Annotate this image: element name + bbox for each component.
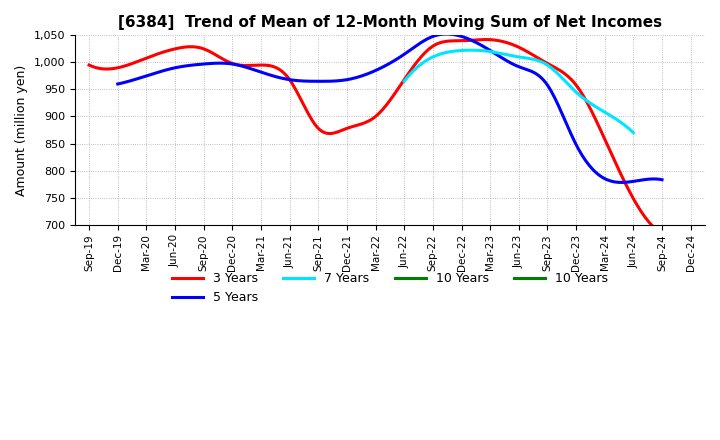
5 Years <box>449 32 457 37</box>
7 Years <box>594 106 603 111</box>
Line: 5 Years: 5 Years <box>118 34 662 183</box>
7 Years <box>629 130 638 136</box>
Legend: 3 Years, 5 Years, 7 Years, 10 Years, 10 Years: 3 Years, 5 Years, 7 Years, 10 Years, 10 … <box>167 267 613 309</box>
5 Years <box>618 180 626 185</box>
5 Years <box>657 177 666 182</box>
5 Years <box>574 146 582 151</box>
7 Years <box>536 59 545 64</box>
7 Years <box>467 48 475 53</box>
3 Years <box>606 149 615 154</box>
7 Years <box>608 114 617 120</box>
5 Years <box>438 32 446 37</box>
Line: 3 Years: 3 Years <box>89 40 662 233</box>
3 Years <box>85 62 94 68</box>
Line: 7 Years: 7 Years <box>404 50 634 133</box>
5 Years <box>608 179 617 184</box>
7 Years <box>400 78 409 83</box>
5 Years <box>436 32 444 37</box>
3 Years <box>424 47 433 52</box>
3 Years <box>657 230 666 235</box>
7 Years <box>537 59 546 65</box>
3 Years <box>436 40 444 45</box>
5 Years <box>114 81 122 87</box>
7 Years <box>400 79 408 84</box>
3 Years <box>86 63 95 69</box>
5 Years <box>443 31 451 37</box>
3 Years <box>426 45 434 51</box>
Title: [6384]  Trend of Mean of 12-Month Moving Sum of Net Incomes: [6384] Trend of Mean of 12-Month Moving … <box>118 15 662 30</box>
3 Years <box>482 37 490 42</box>
Y-axis label: Amount (million yen): Amount (million yen) <box>15 64 28 196</box>
5 Years <box>115 81 124 86</box>
3 Years <box>570 80 578 85</box>
7 Years <box>541 61 549 66</box>
